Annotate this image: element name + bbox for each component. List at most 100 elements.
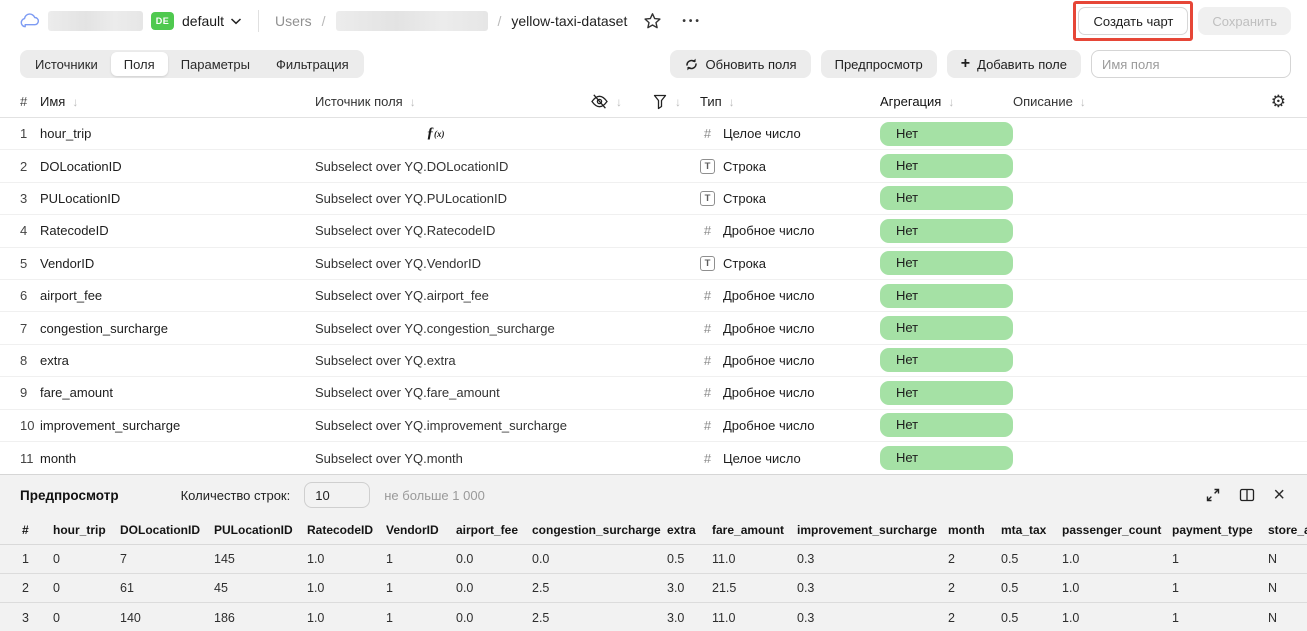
field-filter-cell[interactable] — [652, 183, 700, 214]
field-visibility-cell[interactable] — [590, 118, 652, 149]
field-filter-cell[interactable] — [652, 118, 700, 149]
gear-icon[interactable]: ⚙ — [1270, 92, 1286, 111]
field-name[interactable]: DOLocationID — [40, 158, 122, 174]
aggregation-select[interactable]: Нет — [880, 413, 1013, 438]
split-view-icon[interactable] — [1239, 488, 1255, 502]
field-name[interactable]: PULocationID — [40, 190, 121, 206]
field-filter-cell[interactable] — [652, 280, 700, 311]
col-header-name[interactable]: Имя ↓ — [40, 94, 79, 109]
field-type-select[interactable]: # Дробное число — [700, 410, 880, 441]
field-description[interactable] — [1013, 377, 1263, 408]
field-row[interactable]: 2 DOLocationID ƒ(x) Subselect over YQ.DO… — [0, 150, 1307, 183]
col-header-filter[interactable]: ↓ — [652, 86, 700, 117]
col-header-aggregation[interactable]: Агрегация ↓ — [880, 94, 955, 109]
field-description[interactable] — [1013, 442, 1263, 474]
preview-button[interactable]: Предпросмотр — [820, 50, 937, 78]
field-visibility-cell[interactable] — [590, 410, 652, 441]
field-name[interactable]: hour_trip — [40, 126, 92, 142]
favorite-star-icon[interactable] — [643, 12, 662, 30]
env-selector[interactable]: default — [182, 13, 242, 29]
field-description[interactable] — [1013, 150, 1263, 181]
field-name-search-input[interactable] — [1091, 50, 1291, 78]
field-filter-cell[interactable] — [652, 248, 700, 279]
field-filter-cell[interactable] — [652, 410, 700, 441]
aggregation-select[interactable]: Нет — [880, 186, 1013, 211]
aggregation-select[interactable]: Нет — [880, 446, 1013, 471]
more-actions-icon[interactable]: ••• — [682, 15, 702, 27]
aggregation-select[interactable]: Нет — [880, 316, 1013, 341]
field-row[interactable]: 8 extra ƒ(x) Subselect over YQ.extra # Д… — [0, 345, 1307, 378]
field-row[interactable]: 7 congestion_surcharge ƒ(x) Subselect ov… — [0, 312, 1307, 345]
row-count-input[interactable] — [304, 482, 371, 508]
field-visibility-cell[interactable] — [590, 345, 652, 376]
field-name[interactable]: month — [40, 450, 77, 466]
add-field-button[interactable]: + Добавить поле — [946, 50, 1081, 78]
field-visibility-cell[interactable] — [590, 215, 652, 246]
field-description[interactable] — [1013, 183, 1263, 214]
aggregation-select[interactable]: Нет — [880, 380, 1013, 405]
field-description[interactable] — [1013, 312, 1263, 343]
aggregation-select[interactable]: Нет — [880, 121, 1013, 146]
field-description[interactable] — [1013, 410, 1263, 441]
field-type-select[interactable]: T Строка — [700, 248, 880, 279]
field-visibility-cell[interactable] — [590, 312, 652, 343]
field-type-select[interactable]: T Строка — [700, 183, 880, 214]
field-description[interactable] — [1013, 215, 1263, 246]
aggregation-select[interactable]: Нет — [880, 218, 1013, 243]
field-type-select[interactable]: # Целое число — [700, 442, 880, 474]
workspace-name-redacted[interactable] — [48, 11, 143, 31]
aggregation-select[interactable]: Нет — [880, 348, 1013, 373]
field-row[interactable]: 10 improvement_surcharge ƒ(x) Subselect … — [0, 410, 1307, 442]
breadcrumb-root[interactable]: Users — [275, 13, 312, 29]
field-row[interactable]: 6 airport_fee ƒ(x) Subselect over YQ.air… — [0, 280, 1307, 313]
field-type-select[interactable]: # Дробное число — [700, 377, 880, 408]
field-row[interactable]: 4 RatecodeID ƒ(x) Subselect over YQ.Rate… — [0, 215, 1307, 248]
field-filter-cell[interactable] — [652, 345, 700, 376]
field-visibility-cell[interactable] — [590, 442, 652, 474]
field-name[interactable]: congestion_surcharge — [40, 320, 168, 336]
field-visibility-cell[interactable] — [590, 377, 652, 408]
field-description[interactable] — [1013, 248, 1263, 279]
save-button[interactable]: Сохранить — [1198, 7, 1291, 35]
aggregation-select[interactable]: Нет — [880, 154, 1013, 179]
field-filter-cell[interactable] — [652, 442, 700, 474]
field-name[interactable]: VendorID — [40, 255, 95, 271]
col-header-visibility[interactable]: ↓ — [590, 86, 652, 117]
tab-sources[interactable]: Источники — [35, 56, 98, 72]
field-filter-cell[interactable] — [652, 215, 700, 246]
field-row[interactable]: 11 month ƒ(x) Subselect over YQ.month # … — [0, 442, 1307, 474]
col-header-type[interactable]: Тип ↓ — [700, 94, 735, 109]
field-filter-cell[interactable] — [652, 377, 700, 408]
field-filter-cell[interactable] — [652, 312, 700, 343]
field-type-select[interactable]: # Дробное число — [700, 312, 880, 343]
field-type-select[interactable]: T Строка — [700, 150, 880, 181]
create-chart-button[interactable]: Создать чарт — [1078, 7, 1189, 35]
field-name[interactable]: fare_amount — [40, 385, 113, 401]
aggregation-select[interactable]: Нет — [880, 283, 1013, 308]
field-type-select[interactable]: # Дробное число — [700, 215, 880, 246]
tab-fields[interactable]: Поля — [110, 52, 168, 76]
field-row[interactable]: 3 PULocationID ƒ(x) Subselect over YQ.PU… — [0, 183, 1307, 216]
col-header-description[interactable]: Описание ↓ — [1013, 94, 1086, 109]
field-name[interactable]: improvement_surcharge — [40, 417, 181, 433]
field-row[interactable]: 9 fare_amount ƒ(x) Subselect over YQ.far… — [0, 377, 1307, 410]
aggregation-select[interactable]: Нет — [880, 251, 1013, 276]
field-description[interactable] — [1013, 345, 1263, 376]
field-visibility-cell[interactable] — [590, 150, 652, 181]
field-name[interactable]: extra — [40, 352, 69, 368]
field-description[interactable] — [1013, 118, 1263, 149]
close-icon[interactable]: × — [1273, 484, 1285, 506]
field-name[interactable]: airport_fee — [40, 288, 103, 304]
tab-parameters[interactable]: Параметры — [180, 56, 250, 72]
col-header-source[interactable]: Источник поля ↓ — [315, 94, 416, 109]
expand-icon[interactable] — [1205, 487, 1221, 503]
field-type-select[interactable]: # Дробное число — [700, 345, 880, 376]
field-type-select[interactable]: # Дробное число — [700, 280, 880, 311]
field-row[interactable]: 1 hour_trip ƒ (x) # Целое число Нет — [0, 118, 1307, 151]
field-name[interactable]: RatecodeID — [40, 223, 109, 239]
field-row[interactable]: 5 VendorID ƒ(x) Subselect over YQ.Vendor… — [0, 248, 1307, 280]
field-visibility-cell[interactable] — [590, 280, 652, 311]
field-description[interactable] — [1013, 280, 1263, 311]
tab-filtering[interactable]: Фильтрация — [276, 56, 349, 72]
field-visibility-cell[interactable] — [590, 248, 652, 279]
